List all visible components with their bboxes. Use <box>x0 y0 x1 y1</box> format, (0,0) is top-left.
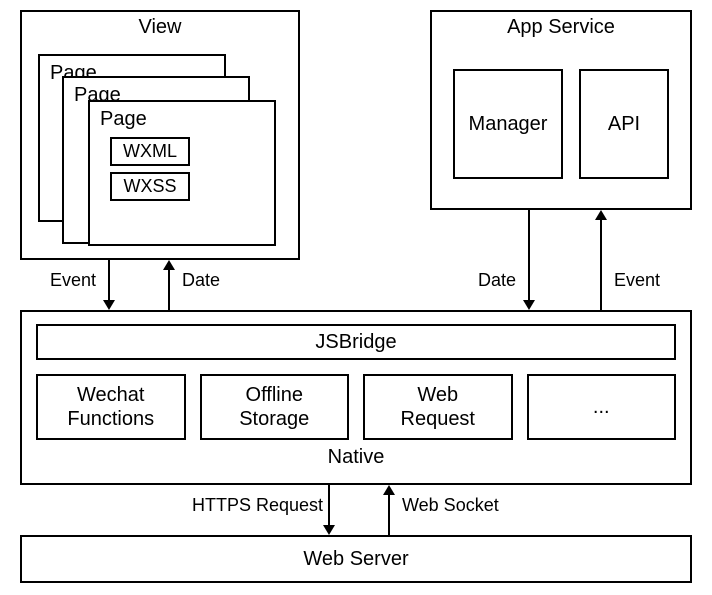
view-date-label: Date <box>182 270 220 291</box>
wechat-functions-box: Wechat Functions <box>36 374 186 440</box>
appsvc-date-arrow-line <box>528 210 530 302</box>
web-request-box: Web Request <box>363 374 513 440</box>
page-front: Page WXML WXSS <box>88 100 276 246</box>
view-event-arrow-line <box>108 260 110 302</box>
jsbridge-box: JSBridge <box>36 324 676 360</box>
websocket-label: Web Socket <box>402 495 499 516</box>
web-request-label: Web Request <box>401 383 476 431</box>
manager-box: Manager <box>453 69 563 179</box>
view-date-arrow-line <box>168 268 170 310</box>
view-date-arrow-head <box>163 260 175 270</box>
appsvc-date-label: Date <box>478 270 516 291</box>
appsvc-event-arrow-line <box>600 218 602 310</box>
appsvc-date-arrow-head <box>523 300 535 310</box>
wxss-box: WXSS <box>110 172 190 201</box>
offline-storage-label: Offline Storage <box>239 383 309 431</box>
appsvc-event-arrow-head <box>595 210 607 220</box>
https-arrow-head <box>323 525 335 535</box>
more-label: ... <box>593 396 610 419</box>
more-box: ... <box>527 374 677 440</box>
wxml-box: WXML <box>110 137 190 166</box>
page-label-1: Page <box>100 108 264 131</box>
web-server-container: Web Server <box>20 535 692 583</box>
https-arrow-line <box>328 485 330 527</box>
web-server-title: Web Server <box>303 548 408 571</box>
offline-storage-box: Offline Storage <box>200 374 350 440</box>
api-label: API <box>608 113 640 136</box>
manager-label: Manager <box>469 113 548 136</box>
appsvc-event-label: Event <box>614 270 660 291</box>
api-box: API <box>579 69 669 179</box>
native-container: JSBridge Wechat Functions Offline Storag… <box>20 310 692 485</box>
view-title: View <box>22 16 298 39</box>
jsbridge-label: JSBridge <box>315 331 396 354</box>
websocket-arrow-line <box>388 493 390 535</box>
wechat-functions-label: Wechat Functions <box>67 383 154 431</box>
view-event-label: Event <box>50 270 96 291</box>
native-title: Native <box>36 446 676 469</box>
websocket-arrow-head <box>383 485 395 495</box>
view-container: View Page Page Page WXML WXSS <box>20 10 300 260</box>
app-service-title: App Service <box>432 16 690 39</box>
app-service-container: App Service Manager API <box>430 10 692 210</box>
https-label: HTTPS Request <box>192 495 323 516</box>
view-event-arrow-head <box>103 300 115 310</box>
